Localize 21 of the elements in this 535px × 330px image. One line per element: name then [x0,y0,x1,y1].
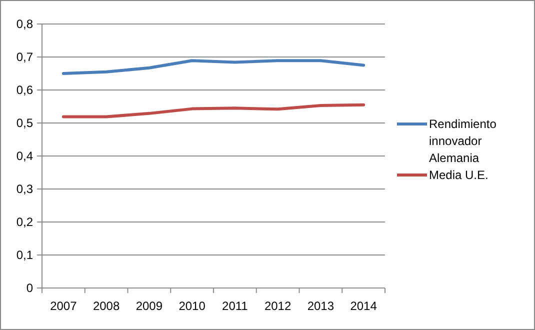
x-tick-label: 2010 [178,299,206,313]
y-tick-label: 0,1 [16,248,34,262]
x-tick-label: 2008 [92,299,120,313]
y-tick-label: 0,2 [16,215,34,230]
line-series [62,103,366,118]
legend-label: Rendimiento innovador Alemania [429,117,497,165]
y-tick-label: 0,3 [16,182,34,196]
legend-label: Media U.E. [429,168,488,182]
y-tick-label: 0 [26,281,34,296]
y-tick-label: 0,5 [16,116,34,130]
x-tick-label: 2014 [350,299,378,313]
x-tick-label: 2007 [50,299,78,313]
x-tick-label: 2013 [307,299,334,313]
y-tick-label: 0,7 [16,50,34,64]
y-tick-label: 0,4 [16,149,34,164]
x-tick-label: 2009 [136,299,163,313]
y-tick-label: 0,8 [16,17,34,32]
x-tick-label: 2012 [264,299,292,313]
line-series [62,59,366,75]
y-tick-label: 0,6 [16,83,34,98]
x-tick-label: 2011 [222,299,248,313]
